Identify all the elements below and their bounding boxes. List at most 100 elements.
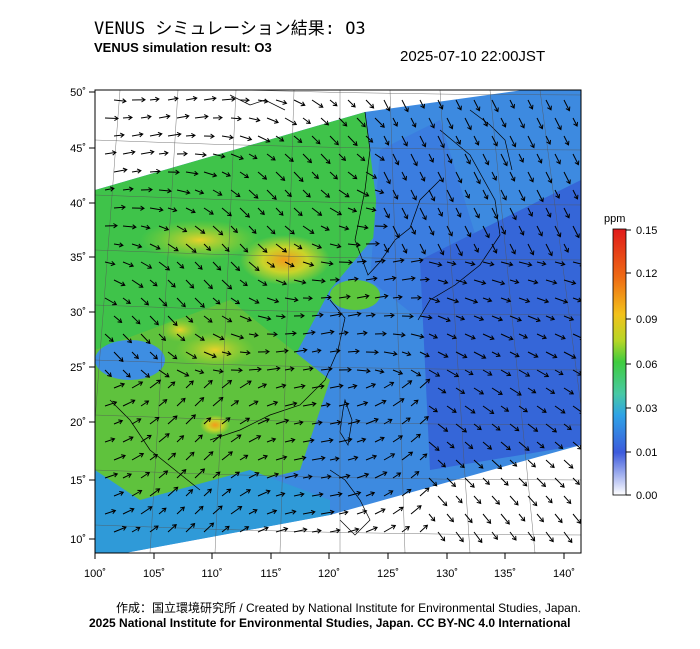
wind-arrow: [374, 153, 385, 161]
wind-arrow: [374, 436, 385, 443]
wind-arrow: [455, 207, 462, 218]
wind-arrow: [113, 419, 124, 425]
wind-arrow: [482, 189, 489, 200]
wind-arrow: [266, 117, 279, 124]
wind-arrow: [194, 397, 205, 407]
lat-tick-label: 30˚: [70, 307, 86, 319]
wind-arrow: [239, 135, 253, 142]
wind-arrow: [302, 153, 313, 164]
wind-arrow: [563, 135, 570, 146]
wind-arrow: [554, 513, 563, 524]
wind-arrow: [545, 495, 553, 504]
wind-arrow: [545, 207, 552, 218]
colorbar-scale: [612, 228, 627, 496]
wind-arrow: [311, 99, 324, 108]
wind-arrow: [320, 294, 332, 301]
wind-arrow: [194, 369, 205, 375]
wind-arrow: [230, 261, 241, 272]
wind-arrow: [104, 472, 119, 479]
wind-arrow: [572, 225, 580, 239]
wind-arrow: [221, 243, 230, 252]
wind-arrow: [275, 383, 287, 389]
wind-arrow: [518, 513, 526, 522]
wind-arrow: [338, 225, 350, 231]
wind-arrow: [491, 423, 501, 431]
wind-arrow: [500, 261, 514, 267]
wind-arrow: [428, 297, 441, 304]
wind-arrow: [473, 279, 487, 286]
wind-arrow: [176, 333, 186, 342]
wind-arrow: [392, 258, 405, 264]
wind-arrow: [257, 418, 270, 425]
wind-arrow: [212, 297, 221, 305]
wind-arrow: [113, 315, 123, 323]
wind-arrow: [194, 261, 203, 270]
wind-arrow: [365, 276, 378, 282]
wind-arrow: [338, 294, 351, 300]
wind-arrow: [401, 526, 410, 533]
wind-arrow: [266, 472, 280, 479]
wind-arrow: [500, 333, 514, 341]
wind-arrow: [311, 528, 322, 534]
wind-arrow: [428, 369, 441, 377]
wind-arrow: [212, 153, 226, 159]
wind-arrow: [203, 279, 213, 290]
wind-arrow: [302, 509, 316, 515]
wind-arrow: [419, 135, 427, 148]
wind-arrow: [212, 505, 223, 515]
wind-arrow: [437, 207, 443, 217]
lon-tick-label: 130˚: [436, 568, 458, 580]
wind-arrow: [563, 459, 574, 469]
wind-arrow: [428, 333, 439, 339]
wind-arrow: [293, 420, 304, 426]
wind-arrow: [482, 225, 490, 239]
wind-arrow: [329, 207, 343, 216]
wind-arrow: [563, 423, 572, 431]
wind-arrow: [392, 225, 400, 239]
coastlines: [109, 94, 513, 536]
wind-arrow: [419, 276, 430, 283]
wind-arrow: [392, 435, 403, 443]
wind-arrow: [464, 225, 472, 238]
wind-arrow: [473, 423, 482, 431]
wind-arrow: [527, 171, 534, 183]
wind-arrow: [239, 171, 250, 179]
wind-arrow: [509, 423, 520, 432]
wind-arrow: [212, 261, 222, 271]
wind-arrow: [158, 261, 171, 271]
wind-arrow: [167, 131, 182, 138]
wind-arrow: [518, 189, 526, 202]
colorbar-tick-label: 0.12: [636, 268, 657, 280]
wind-arrow: [185, 132, 196, 139]
wind-arrow: [320, 402, 331, 408]
wind-arrow: [176, 506, 185, 515]
wind-arrow: [464, 333, 476, 340]
wind-arrow: [104, 223, 118, 229]
wind-arrow: [500, 369, 512, 377]
wind-arrow: [266, 400, 279, 407]
wind-arrow: [518, 153, 524, 163]
wind-arrow: [338, 330, 349, 336]
longitude-axis: 100˚ 105˚ 110˚ 115˚ 120˚ 125˚ 130˚ 135˚ 140˚: [84, 553, 575, 580]
wind-arrow: [365, 312, 376, 318]
wind-arrow: [221, 134, 234, 140]
wind-arrow: [320, 225, 330, 231]
wind-arrow: [482, 477, 490, 486]
wind-arrow: [158, 470, 169, 479]
wind-arrow: [347, 383, 358, 389]
wind-arrow: [284, 225, 295, 235]
wind-arrow: [473, 243, 479, 253]
wind-arrow: [482, 369, 493, 376]
wind-arrow: [455, 243, 463, 257]
wind-arrow: [284, 330, 297, 337]
wind-arrow: [392, 117, 398, 127]
wind-arrow: [383, 490, 394, 497]
wind-arrow: [383, 351, 398, 357]
wind-arrow: [473, 531, 483, 544]
wind-arrow: [536, 333, 547, 340]
wind-arrow: [275, 418, 290, 425]
wind-arrow: [437, 315, 451, 323]
wind-arrow: [320, 437, 334, 444]
wind-arrow: [239, 350, 251, 356]
